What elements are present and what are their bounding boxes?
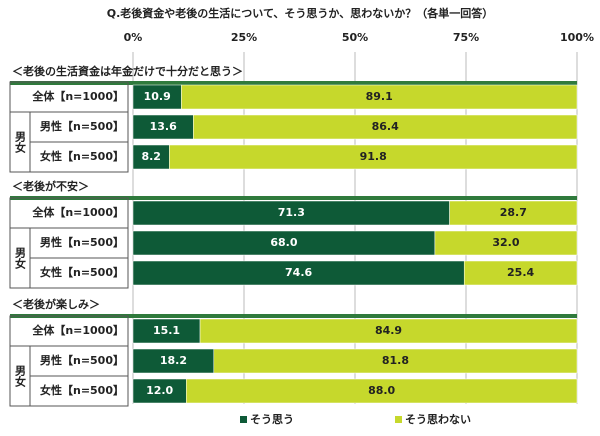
group-underline xyxy=(10,314,577,318)
bar xyxy=(449,200,578,226)
row-label-box xyxy=(29,141,129,173)
group-title: ＜老後が楽しみ＞ xyxy=(12,297,100,311)
legend-label: そう思う xyxy=(250,413,294,426)
value-label: 32.0 xyxy=(492,236,519,249)
legend-swatch xyxy=(395,416,402,423)
value-label: 28.7 xyxy=(500,206,527,219)
bar xyxy=(199,318,578,344)
bar xyxy=(132,230,436,256)
bar xyxy=(186,378,578,404)
bar xyxy=(213,348,578,374)
group-title: ＜老後が不安＞ xyxy=(12,179,89,193)
row-label-box xyxy=(29,375,129,407)
value-label: 91.8 xyxy=(360,150,387,163)
group-title: ＜老後の生活資金は年金だけで十分だと思う＞ xyxy=(12,64,243,78)
value-label: 68.0 xyxy=(270,236,297,249)
y-tick-label: 全体【n=1000】 xyxy=(31,205,124,219)
x-tick-label: 25% xyxy=(231,31,257,44)
side-label: 男女 xyxy=(14,131,27,154)
group-underline xyxy=(10,81,577,85)
value-label: 8.2 xyxy=(141,150,161,163)
y-tick-label: 男性【n=500】 xyxy=(40,353,124,367)
y-tick-label: 全体【n=1000】 xyxy=(31,323,124,337)
chart-title: Q.老後資金や老後の生活について、そう思うか、思わないか？（各単一回答） xyxy=(107,6,493,20)
legend-label: そう思わない xyxy=(405,413,471,426)
y-tick-label: 女性【n=500】 xyxy=(40,149,124,163)
value-label: 81.8 xyxy=(382,354,409,367)
side-label: 男女 xyxy=(14,365,27,388)
value-label: 15.1 xyxy=(153,324,180,337)
group-underline xyxy=(10,196,577,200)
bar xyxy=(132,260,465,286)
value-label: 84.9 xyxy=(375,324,402,337)
row-label-box xyxy=(29,257,129,289)
x-tick-label: 50% xyxy=(342,31,368,44)
side-label: 男女 xyxy=(14,247,27,270)
y-tick-label: 全体【n=1000】 xyxy=(31,89,124,103)
x-tick-label: 0% xyxy=(124,31,143,44)
y-tick-label: 女性【n=500】 xyxy=(40,265,124,279)
value-label: 10.9 xyxy=(144,90,171,103)
bar xyxy=(132,114,194,140)
value-label: 13.6 xyxy=(150,120,177,133)
bar xyxy=(193,114,578,140)
bar xyxy=(434,230,578,256)
value-label: 74.6 xyxy=(285,266,312,279)
value-label: 86.4 xyxy=(372,120,399,133)
bar xyxy=(132,144,170,170)
value-label: 88.0 xyxy=(368,384,395,397)
x-tick-label: 75% xyxy=(453,31,479,44)
y-tick-label: 男性【n=500】 xyxy=(40,235,124,249)
bar xyxy=(463,260,578,286)
y-tick-label: 男性【n=500】 xyxy=(40,119,124,133)
bar xyxy=(181,84,578,110)
bar xyxy=(132,200,450,226)
value-label: 12.0 xyxy=(146,384,173,397)
bar xyxy=(132,318,201,344)
value-label: 89.1 xyxy=(366,90,393,103)
bar xyxy=(132,348,215,374)
value-label: 25.4 xyxy=(507,266,534,279)
legend-swatch xyxy=(240,416,247,423)
bar xyxy=(132,84,182,110)
value-label: 18.2 xyxy=(160,354,187,367)
x-tick-label: 100% xyxy=(560,31,594,44)
bar xyxy=(169,144,578,170)
value-label: 71.3 xyxy=(278,206,305,219)
y-tick-label: 女性【n=500】 xyxy=(40,383,124,397)
